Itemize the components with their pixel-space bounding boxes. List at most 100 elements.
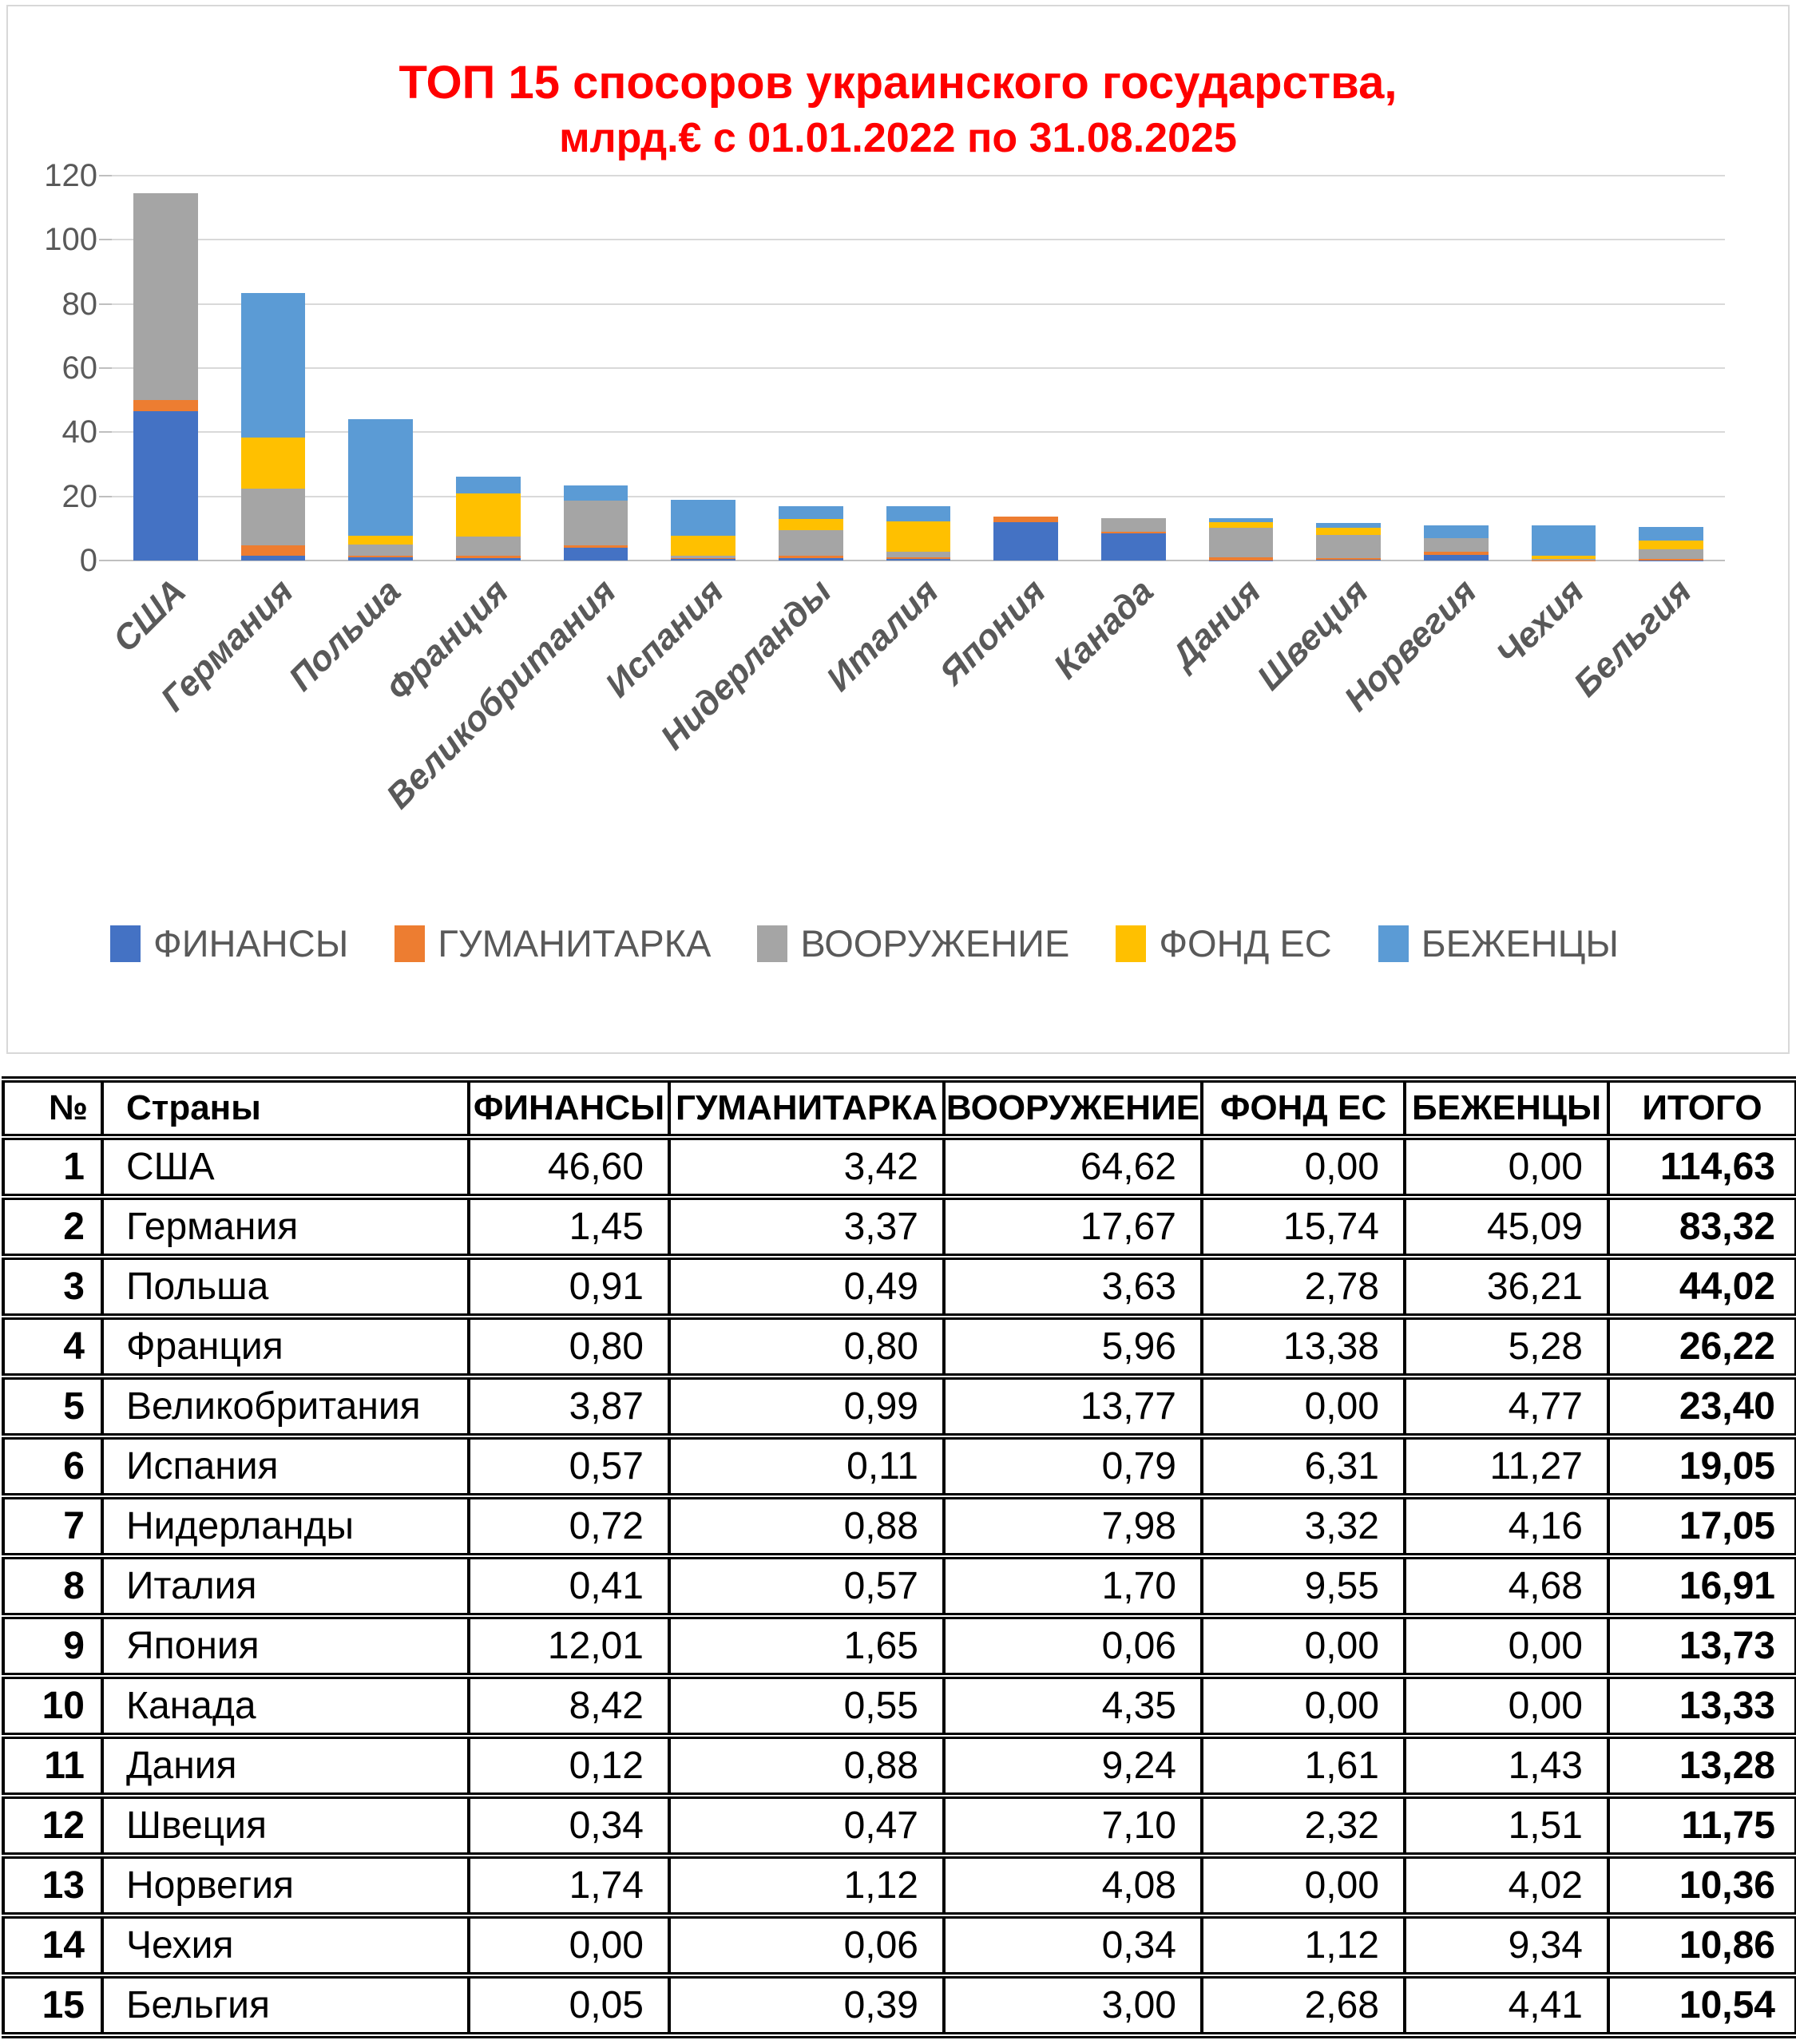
- segment-ВООРУЖЕНИЕ-Швеция: [1316, 535, 1382, 558]
- y-tick-80: [99, 303, 112, 305]
- cell-Бельгия-Страны: Бельгия: [101, 1972, 470, 2038]
- cell-Бельгия-№: 15: [2, 1972, 104, 2038]
- legend-item-БЕЖЕНЦЫ: БЕЖЕНЦЫ: [1378, 921, 1619, 965]
- cell-Франция-ФОНД ЕС: 13,38: [1200, 1313, 1406, 1380]
- bar-Испания: [671, 499, 736, 561]
- bar-Норвегия: [1424, 525, 1489, 561]
- y-axis-label-120: 120: [44, 158, 97, 193]
- bar-Великобритания: [563, 485, 628, 561]
- cell-Великобритания-ГУМАНИТАРКА: 0,99: [668, 1373, 946, 1440]
- cell-Дания-ФОНД ЕС: 1,61: [1200, 1733, 1406, 1799]
- gridline-100: [112, 239, 1725, 241]
- segment-ФИНАНСЫ-Швеция: [1316, 559, 1382, 561]
- cell-Германия-ВООРУЖЕНИЕ: 17,67: [942, 1194, 1203, 1260]
- cell-Швеция-№: 12: [2, 1792, 104, 1859]
- cell-Испания-БЕЖЕНЦЫ: 11,27: [1403, 1433, 1610, 1499]
- cell-Норвегия-БЕЖЕНЦЫ: 4,02: [1403, 1852, 1610, 1919]
- cell-Швеция-БЕЖЕНЦЫ: 1,51: [1403, 1792, 1610, 1859]
- segment-ВООРУЖЕНИЕ-США: [133, 192, 198, 401]
- cell-Нидерланды-ФОНД ЕС: 3,32: [1200, 1493, 1406, 1559]
- cell-Испания-ФИНАНСЫ: 0,57: [467, 1433, 671, 1499]
- segment-ГУМАНИТАРКА-Норвегия: [1424, 551, 1489, 556]
- cell-Дания-ВООРУЖЕНИЕ: 9,24: [942, 1733, 1203, 1799]
- y-axis-label-40: 40: [61, 414, 98, 450]
- cell-Великобритания-ФИНАНСЫ: 3,87: [467, 1373, 671, 1440]
- bar-slot-Великобритания: [542, 176, 650, 561]
- bar-slot-Япония: [972, 176, 1080, 561]
- segment-ФОНД ЕС-Франция: [455, 493, 521, 537]
- cell-Франция-ФИНАНСЫ: 0,80: [467, 1313, 671, 1380]
- gridline-0: [112, 560, 1725, 561]
- segment-ФИНАНСЫ-Великобритания: [563, 548, 628, 561]
- legend-swatch-БЕЖЕНЦЫ: [1378, 925, 1409, 962]
- cell-Чехия-ГУМАНИТАРКА: 0,06: [668, 1912, 946, 1979]
- segment-ФИНАНСЫ-Япония: [993, 521, 1059, 561]
- cell-Япония-ВООРУЖЕНИЕ: 0,06: [942, 1613, 1203, 1679]
- y-axis-label-60: 60: [61, 351, 98, 386]
- bar-Япония: [993, 516, 1059, 561]
- cell-Италия-ФОНД ЕС: 9,55: [1200, 1553, 1406, 1619]
- segment-ФОНД ЕС-Чехия: [1531, 555, 1596, 560]
- cell-Норвегия-Страны: Норвегия: [101, 1852, 470, 1919]
- segment-БЕЖЕНЦЫ-Швеция: [1316, 522, 1382, 528]
- cell-Франция-ВООРУЖЕНИЕ: 5,96: [942, 1313, 1203, 1380]
- segment-ГУМАНИТАРКА-Великобритания: [563, 545, 628, 549]
- bar-slot-Нидерланды: [757, 176, 865, 561]
- cell-Канада-БЕЖЕНЦЫ: 0,00: [1403, 1673, 1610, 1739]
- x-axis-label-Дания: Дания: [1164, 572, 1269, 676]
- column-header-ВООРУЖЕНИЕ: ВООРУЖЕНИЕ: [942, 1076, 1203, 1140]
- cell-Чехия-ИТОГО: 10,86: [1607, 1912, 1796, 1979]
- cell-США-№: 1: [2, 1134, 104, 1200]
- segment-ВООРУЖЕНИЕ-Испания: [671, 556, 736, 559]
- segment-БЕЖЕНЦЫ-Великобритания: [563, 485, 628, 501]
- cell-Чехия-ФОНД ЕС: 1,12: [1200, 1912, 1406, 1979]
- cell-Германия-Страны: Германия: [101, 1194, 470, 1260]
- cell-Швеция-ИТОГО: 11,75: [1607, 1792, 1796, 1859]
- cell-Норвегия-ФОНД ЕС: 0,00: [1200, 1852, 1406, 1919]
- cell-Чехия-Страны: Чехия: [101, 1912, 470, 1979]
- cell-Норвегия-ИТОГО: 10,36: [1607, 1852, 1796, 1919]
- chart-panel: ТОП 15 спосоров украинского государства,…: [6, 5, 1790, 1054]
- bar-Бельгия: [1639, 526, 1704, 561]
- gridline-80: [112, 303, 1725, 305]
- table-row-Германия: 2 Германия 1,45 3,37 17,67 15,74 45,09 83,32: [2, 1194, 1796, 1260]
- cell-Швеция-ФОНД ЕС: 2,32: [1200, 1792, 1406, 1859]
- cell-Швеция-Страны: Швеция: [101, 1792, 470, 1859]
- cell-Дания-№: 11: [2, 1733, 104, 1799]
- cell-Польша-№: 3: [2, 1254, 104, 1320]
- cell-Польша-ФИНАНСЫ: 0,91: [467, 1254, 671, 1320]
- table-row-Польша: 3 Польша 0,91 0,49 3,63 2,78 36,21 44,02: [2, 1254, 1796, 1320]
- bar-Польша: [348, 419, 414, 561]
- legend-swatch-ФОНД ЕС: [1116, 925, 1147, 962]
- segment-ФОНД ЕС-Бельгия: [1639, 541, 1704, 550]
- segment-ГУМАНИТАРКА-Франция: [455, 555, 521, 558]
- y-axis-label-0: 0: [79, 543, 97, 578]
- cell-США-БЕЖЕНЦЫ: 0,00: [1403, 1134, 1610, 1200]
- segment-БЕЖЕНЦЫ-Чехия: [1531, 525, 1596, 556]
- table-row-Великобритания: 5 Великобритания 3,87 0,99 13,77 0,00 4,77 23,4…: [2, 1373, 1796, 1440]
- segment-ФОНД ЕС-Германия: [240, 438, 306, 489]
- column-header-БЕЖЕНЦЫ: БЕЖЕНЦЫ: [1403, 1076, 1610, 1140]
- cell-Япония-ГУМАНИТАРКА: 1,65: [668, 1613, 946, 1679]
- table-row-Канада: 10 Канада 8,42 0,55 4,35 0,00 0,00 13,33: [2, 1673, 1796, 1739]
- column-header-ФИНАНСЫ: ФИНАНСЫ: [467, 1076, 671, 1140]
- segment-ВООРУЖЕНИЕ-Норвегия: [1424, 538, 1489, 552]
- cell-Бельгия-ГУМАНИТАРКА: 0,39: [668, 1972, 946, 2038]
- segment-ВООРУЖЕНИЕ-Великобритания: [563, 501, 628, 545]
- column-header-№: №: [2, 1076, 104, 1140]
- cell-Великобритания-ВООРУЖЕНИЕ: 13,77: [942, 1373, 1203, 1440]
- plot: [99, 175, 1725, 561]
- plot-area: 0 20 40 60 80 100 120 США Германия Польша Франция…: [44, 158, 1725, 816]
- bar-slot-Испания: [649, 176, 757, 561]
- cell-Великобритания-БЕЖЕНЦЫ: 4,77: [1403, 1373, 1610, 1440]
- y-tick-20: [99, 495, 112, 497]
- cell-Бельгия-ФИНАНСЫ: 0,05: [467, 1972, 671, 2038]
- cell-Германия-ИТОГО: 83,32: [1607, 1194, 1796, 1260]
- cell-Канада-Страны: Канада: [101, 1673, 470, 1739]
- cell-США-ФИНАНСЫ: 46,60: [467, 1134, 671, 1200]
- segment-БЕЖЕНЦЫ-Норвегия: [1424, 525, 1489, 539]
- segment-ФИНАНСЫ-Испания: [671, 558, 736, 561]
- cell-Нидерланды-ИТОГО: 17,05: [1607, 1493, 1796, 1559]
- cell-Дания-БЕЖЕНЦЫ: 1,43: [1403, 1733, 1610, 1799]
- cell-Швеция-ФИНАНСЫ: 0,34: [467, 1792, 671, 1859]
